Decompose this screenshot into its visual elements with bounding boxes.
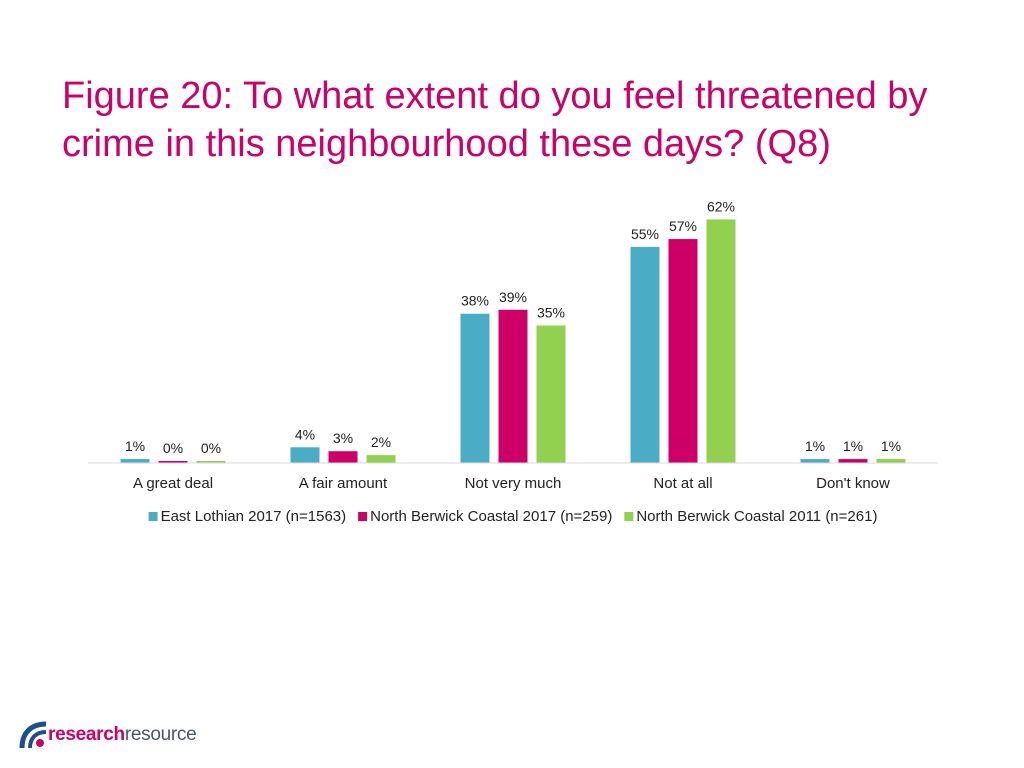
data-label-not-at-all-series-3: 62% bbox=[707, 198, 735, 214]
legend-label-3: North Berwick Coastal 2011 (n=261) bbox=[636, 508, 877, 525]
legend-swatch-3 bbox=[624, 512, 634, 521]
research-resource-logo: researchresource bbox=[18, 716, 218, 756]
data-label-don-t-know-series-1: 1% bbox=[805, 438, 825, 454]
data-label-a-fair-amount-series-1: 4% bbox=[295, 426, 315, 442]
logo-text-resource: resource bbox=[124, 724, 197, 745]
bar-not-very-much-series-2 bbox=[498, 309, 528, 463]
legend-swatch-2 bbox=[358, 512, 368, 521]
category-label-a-great-deal: A great deal bbox=[133, 475, 213, 492]
bar-don-t-know-series-2 bbox=[838, 459, 868, 463]
bar-not-very-much-series-1 bbox=[460, 313, 490, 463]
logo-text-research: research bbox=[48, 724, 125, 745]
data-label-don-t-know-series-2: 1% bbox=[843, 438, 863, 454]
data-label-not-at-all-series-2: 57% bbox=[669, 218, 697, 234]
legend-item-2: North Berwick Coastal 2017 (n=259) bbox=[358, 508, 612, 525]
legend-item-3: North Berwick Coastal 2011 (n=261) bbox=[624, 508, 877, 525]
bar-a-fair-amount-series-3 bbox=[366, 455, 396, 463]
bar-don-t-know-series-3 bbox=[876, 459, 906, 463]
logo-swirl-icon bbox=[19, 721, 47, 749]
category-label-a-fair-amount: A fair amount bbox=[299, 475, 388, 492]
data-label-not-very-much-series-1: 38% bbox=[461, 293, 489, 309]
logo-text: researchresource bbox=[48, 724, 197, 746]
chart-title: Figure 20: To what extent do you feel th… bbox=[62, 75, 928, 165]
legend-swatch-1 bbox=[148, 512, 158, 521]
bar-a-great-deal-series-3 bbox=[196, 461, 226, 463]
bar-a-fair-amount-series-2 bbox=[328, 451, 358, 463]
category-label-not-very-much: Not very much bbox=[465, 475, 562, 492]
data-label-a-fair-amount-series-2: 3% bbox=[333, 430, 353, 446]
bar-not-at-all-series-2 bbox=[668, 239, 698, 463]
category-label-not-at-all: Not at all bbox=[653, 475, 712, 492]
data-label-a-great-deal-series-2: 0% bbox=[163, 440, 183, 456]
category-labels-group: A great deal A fair amount Not very much No… bbox=[133, 475, 890, 492]
data-label-a-great-deal-series-1: 1% bbox=[125, 438, 145, 454]
data-label-a-great-deal-series-3: 0% bbox=[201, 440, 221, 456]
bar-chart: 1% 0% 0% 4% 3% 2% 38% 39% 35% 55% 57% 62% 1% 1% 1% A g… bbox=[88, 198, 938, 525]
legend: East Lothian 2017 (n=1563) North Berwick … bbox=[148, 508, 877, 525]
data-label-a-fair-amount-series-3: 2% bbox=[371, 434, 391, 450]
data-label-not-at-all-series-1: 55% bbox=[631, 226, 659, 242]
legend-label-2: North Berwick Coastal 2017 (n=259) bbox=[370, 508, 612, 525]
bars-group bbox=[120, 219, 906, 463]
data-label-not-very-much-series-2: 39% bbox=[499, 289, 527, 305]
bar-a-great-deal-series-1 bbox=[120, 459, 150, 463]
bar-don-t-know-series-1 bbox=[800, 459, 830, 463]
category-label-don-t-know: Don't know bbox=[816, 475, 890, 492]
data-label-not-very-much-series-3: 35% bbox=[537, 305, 565, 321]
legend-item-1: East Lothian 2017 (n=1563) bbox=[148, 508, 347, 525]
bar-a-fair-amount-series-1 bbox=[290, 447, 320, 463]
data-label-don-t-know-series-3: 1% bbox=[881, 438, 901, 454]
legend-label-1: East Lothian 2017 (n=1563) bbox=[161, 508, 347, 525]
bar-not-at-all-series-3 bbox=[706, 219, 736, 463]
data-labels-group: 1% 0% 0% 4% 3% 2% 38% 39% 35% 55% 57% 62% 1% 1% 1% bbox=[125, 198, 901, 456]
bar-not-very-much-series-3 bbox=[536, 325, 566, 463]
bar-a-great-deal-series-2 bbox=[158, 461, 188, 463]
bar-not-at-all-series-1 bbox=[630, 246, 660, 463]
